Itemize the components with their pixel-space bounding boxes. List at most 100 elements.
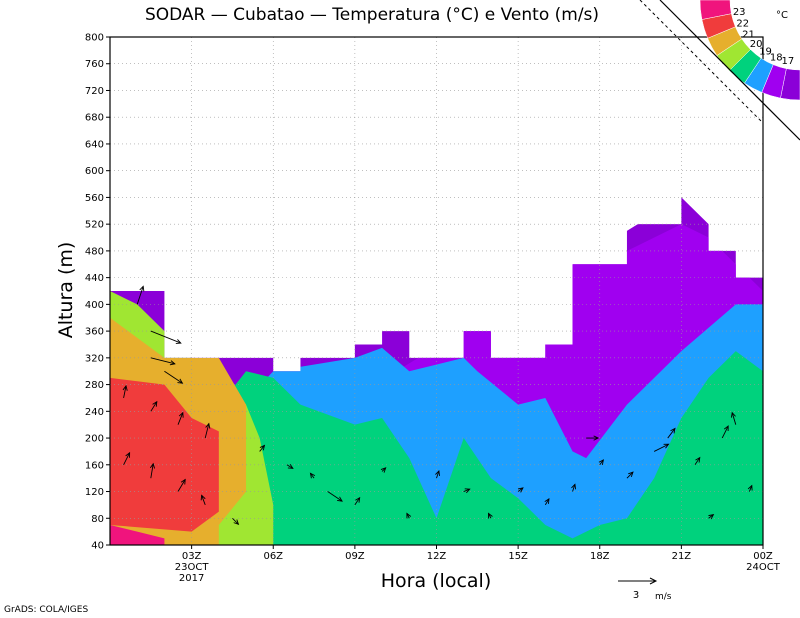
wind-arrow-head [517, 487, 524, 493]
plot-area: 40 80 120 160 200 240 280 320 360 400 440 480 520 560… [85, 33, 781, 585]
y-tick-label: 120 [85, 487, 104, 498]
wind-arrow-shaft [177, 412, 184, 425]
wind-arrow [200, 494, 206, 506]
wind-arrow [150, 330, 182, 344]
y-tick-label: 320 [85, 353, 104, 364]
wind-arrow-head [309, 472, 316, 479]
colorbar-level-label: 21 [742, 29, 755, 40]
reference-vector-value: 3 [633, 590, 639, 601]
colorbar-level-label: 22 [736, 19, 749, 30]
wind-arrow [721, 425, 729, 439]
wind-arrow-head [149, 462, 156, 469]
x-tick-label: 18Z [590, 551, 610, 562]
wind-arrow [708, 514, 715, 520]
wind-arrow-head [464, 488, 471, 494]
wind-arrow-head [598, 459, 604, 465]
wind-arrow-shaft [201, 495, 206, 506]
wind-arrow-shaft [204, 423, 210, 439]
wind-arrow-head [200, 494, 206, 501]
colorbar-level-label: 17 [782, 56, 795, 67]
wind-arrow-shaft [150, 330, 181, 344]
wind-arrow [571, 483, 577, 492]
y-tick-label: 440 [85, 273, 104, 284]
wind-arrow [694, 456, 701, 466]
wind-arrow-shaft [177, 479, 186, 492]
wind-arrow [149, 462, 156, 479]
wind-arrow-shaft [694, 457, 701, 466]
y-tick-label: 560 [85, 193, 104, 204]
wind-arrow-head [169, 360, 176, 366]
wind-arrow-head [730, 411, 736, 418]
x-tick-sublabel: 23OCT [175, 562, 210, 573]
colorbar-dashed-line [639, 0, 764, 124]
wind-arrow-shaft [748, 485, 753, 492]
y-axis-title: Altura (m) [55, 242, 77, 339]
reference-vector-unit: m/s [655, 592, 672, 602]
wind-arrow [122, 384, 128, 399]
colorbar-corner-line [659, 0, 800, 141]
wind-arrow-shaft [354, 497, 361, 506]
wind-arrow-shaft [327, 491, 343, 502]
wind-arrow-head [695, 456, 701, 463]
wind-arrow-head [544, 498, 550, 504]
wind-arrow-head [337, 496, 343, 502]
wind-arrow-head [259, 444, 266, 451]
y-tick-label: 400 [85, 300, 104, 311]
wind-arrow-shaft [721, 425, 729, 439]
wind-arrow [177, 478, 186, 492]
wind-arrow [435, 469, 440, 479]
wind-arrow-head [380, 467, 387, 473]
credit-text: GrADS: COLA/IGES [4, 605, 88, 615]
wind-arrow [380, 467, 387, 473]
y-tick-label: 720 [85, 86, 104, 97]
wind-arrow [586, 435, 600, 441]
y-tick-label: 600 [85, 166, 104, 177]
y-tick-label: 800 [85, 33, 104, 44]
y-tick-label: 760 [85, 59, 104, 70]
wind-arrow-shaft [731, 412, 737, 425]
wind-arrow-head [152, 400, 158, 407]
colorbar-level-label: 19 [759, 47, 772, 58]
wind-arrow [136, 285, 145, 305]
colorbar-unit: °C [776, 10, 788, 21]
wind-arrow [354, 496, 361, 506]
wind-arrow-head [180, 478, 186, 485]
wind-arrow-shaft [544, 498, 550, 506]
wind-arrow-shaft [136, 286, 144, 305]
y-tick-label: 160 [85, 460, 104, 471]
wind-arrow-shaft [164, 370, 183, 384]
wind-arrow-head [747, 484, 753, 491]
wind-arrow-head [571, 483, 577, 490]
wind-arrow [517, 487, 524, 493]
temperature-band-7 [110, 524, 165, 545]
chart-title: SODAR — Cubatao — Temperatura (°C) e Ven… [145, 5, 599, 25]
x-tick-label: 21Z [672, 551, 692, 562]
wind-arrow [463, 488, 471, 494]
wind-arrow-head [355, 496, 361, 503]
wind-arrow-head [122, 384, 128, 391]
colorbar-level-label: 18 [770, 52, 783, 63]
wind-arrow-head [139, 285, 145, 292]
x-tick-label: 09Z [345, 551, 365, 562]
wind-arrow-head [593, 435, 600, 441]
colorbar-swatch [699, 0, 732, 20]
wind-arrow [488, 512, 493, 519]
wind-arrow [598, 459, 604, 466]
wind-arrow [232, 517, 240, 525]
wind-arrow-head [175, 339, 182, 344]
wind-arrow-shaft [150, 357, 175, 365]
y-tick-label: 280 [85, 380, 104, 391]
wind-arrow-shaft [123, 385, 127, 399]
y-tick-label: 680 [85, 113, 104, 124]
wind-arrow [150, 357, 176, 366]
wind-arrow-head [663, 443, 670, 449]
wind-arrow [747, 484, 753, 492]
y-tick-label: 240 [85, 407, 104, 418]
wind-arrow-shaft [463, 488, 470, 492]
y-tick-label: 640 [85, 139, 104, 150]
wind-arrow [309, 472, 316, 479]
wind-arrow-head [723, 425, 729, 432]
x-tick-label: 00Z [753, 551, 773, 562]
x-tick-label: 06Z [263, 551, 283, 562]
